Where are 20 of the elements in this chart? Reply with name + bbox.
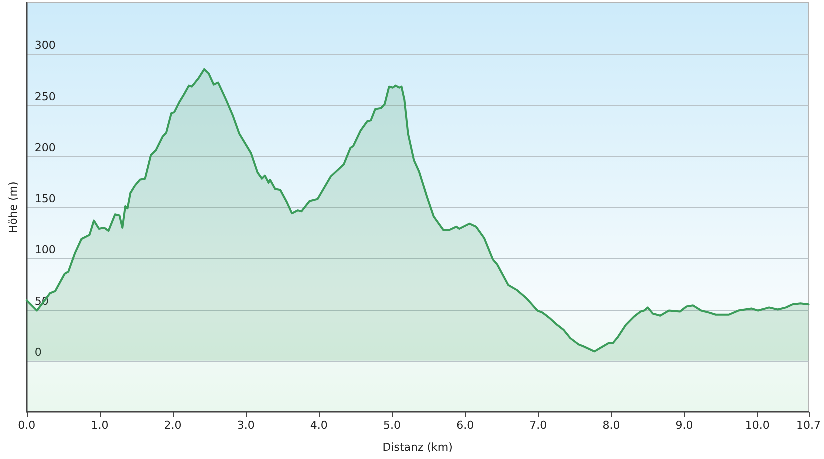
x-tick-label: 5.0 [384, 419, 401, 432]
x-tick-label: 10.7 [796, 419, 822, 432]
y-tick-label: 200 [34, 141, 56, 154]
y-tick-label: 250 [34, 90, 56, 104]
y-tick-label: 150 [34, 192, 56, 206]
x-tick-label: 4.0 [310, 419, 328, 432]
x-tick-label: 8.0 [602, 419, 620, 432]
x-tick-label: 10.0 [745, 419, 770, 432]
x-tick-label: 9.0 [676, 419, 694, 432]
y-tick-label: 0 [34, 346, 42, 359]
x-tick-label: 6.0 [456, 419, 474, 432]
x-tick-label: 2.0 [164, 419, 182, 432]
x-tick-label: 0.0 [18, 419, 36, 432]
x-tick-label: 1.0 [91, 419, 109, 432]
x-axis-title: Distanz (km) [382, 441, 453, 454]
x-tick-label: 7.0 [530, 419, 548, 432]
y-tick-label: 300 [34, 39, 56, 52]
y-tick-label: 100 [34, 244, 56, 257]
x-tick-label: 3.0 [237, 419, 255, 432]
y-axis-title: Höhe (m) [7, 182, 20, 234]
